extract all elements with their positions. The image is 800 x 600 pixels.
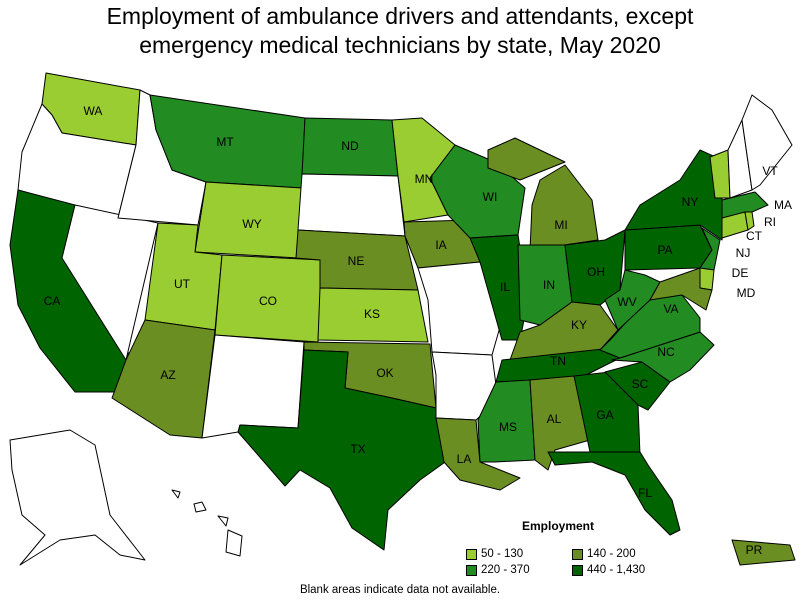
- state-hi: [171, 489, 243, 557]
- state-label-mi: MI: [554, 218, 567, 232]
- legend-item-bin1: 50 - 130: [466, 548, 523, 561]
- state-label-sc: SC: [632, 377, 649, 391]
- state-label-de: DE: [732, 266, 749, 280]
- legend-label-bin2: 140 - 200: [587, 548, 636, 560]
- state-label-wv: WV: [617, 295, 636, 309]
- legend-swatch-bin2: [572, 549, 583, 560]
- state-la: [435, 417, 521, 491]
- state-label-md: MD: [737, 286, 756, 300]
- state-label-az: AZ: [160, 368, 175, 382]
- state-label-oh: OH: [587, 265, 605, 279]
- state-sd: [297, 173, 406, 237]
- state-label-nc: NC: [657, 345, 675, 359]
- state-label-ne: NE: [348, 254, 365, 268]
- state-label-ca: CA: [44, 294, 61, 308]
- state-label-ms: MS: [499, 420, 517, 434]
- legend-label-bin3: 220 - 370: [481, 564, 530, 576]
- state-label-pr: PR: [746, 543, 763, 557]
- state-label-fl: FL: [638, 486, 652, 500]
- state-label-wa: WA: [84, 104, 103, 118]
- state-label-ut: UT: [174, 277, 191, 291]
- map-title-line2: emergency medical technicians by state, …: [139, 32, 661, 58]
- state-pr: [731, 539, 796, 566]
- state-tn: [495, 347, 621, 383]
- state-label-tx: TX: [350, 442, 365, 456]
- state-ak: [9, 429, 146, 566]
- state-label-ny: NY: [682, 195, 699, 209]
- legend-swatch-bin3: [466, 565, 477, 576]
- legend-item-bin2: 140 - 200: [572, 548, 636, 561]
- state-va: [599, 294, 701, 359]
- state-ga: [573, 371, 641, 456]
- legend-label-bin1: 50 - 130: [481, 548, 524, 560]
- state-label-tn: TN: [550, 354, 566, 368]
- state-wv: [604, 269, 661, 331]
- legend-label-bin4: 440 - 1,430: [587, 564, 646, 576]
- state-label-nd: ND: [341, 139, 359, 153]
- map-title-line1: Employment of ambulance drivers and atte…: [106, 3, 694, 29]
- state-label-ma: MA: [774, 198, 792, 212]
- state-ks: [317, 287, 429, 343]
- state-label-nj: NJ: [736, 246, 751, 260]
- state-label-ok: OK: [376, 366, 393, 380]
- state-de: [699, 267, 715, 291]
- legend-swatch-bin1: [466, 549, 477, 560]
- state-me: [741, 94, 793, 191]
- state-ny: [624, 149, 723, 241]
- state-label-mn: MN: [415, 172, 434, 186]
- state-label-ga: GA: [596, 408, 613, 422]
- state-ma: [721, 191, 769, 219]
- state-label-in: IN: [543, 278, 555, 292]
- state-label-al: AL: [547, 412, 562, 426]
- state-label-wy: WY: [242, 217, 261, 231]
- state-label-il: IL: [500, 280, 510, 294]
- state-label-wi: WI: [483, 190, 498, 204]
- state-label-ct: CT: [746, 229, 763, 243]
- legend-item-bin3: 220 - 370: [466, 564, 530, 577]
- state-fl: [547, 451, 681, 536]
- legend-item-bin4: 440 - 1,430: [572, 564, 645, 577]
- state-label-pa: PA: [657, 243, 672, 257]
- state-tx: [237, 349, 449, 551]
- state-label-ks: KS: [364, 307, 380, 321]
- state-mi: [487, 137, 599, 251]
- state-label-co: CO: [259, 294, 277, 308]
- state-md: [649, 267, 713, 311]
- state-label-ri: RI: [764, 215, 776, 229]
- state-label-ky: KY: [571, 318, 587, 332]
- state-nc: [611, 331, 715, 383]
- state-sc: [604, 361, 671, 411]
- state-nm: [201, 334, 305, 439]
- state-ri: [744, 211, 755, 231]
- legend-swatch-bin4: [572, 565, 583, 576]
- state-label-va: VA: [663, 302, 678, 316]
- footnote: Blank areas indicate data not available.: [299, 584, 501, 596]
- state-label-mt: MT: [216, 135, 234, 149]
- state-label-vt: VT: [762, 164, 778, 178]
- state-label-la: LA: [457, 452, 472, 466]
- state-label-ia: IA: [435, 238, 446, 252]
- legend-title: Employment: [522, 519, 595, 533]
- map-title: Employment of ambulance drivers and atte…: [0, 2, 800, 60]
